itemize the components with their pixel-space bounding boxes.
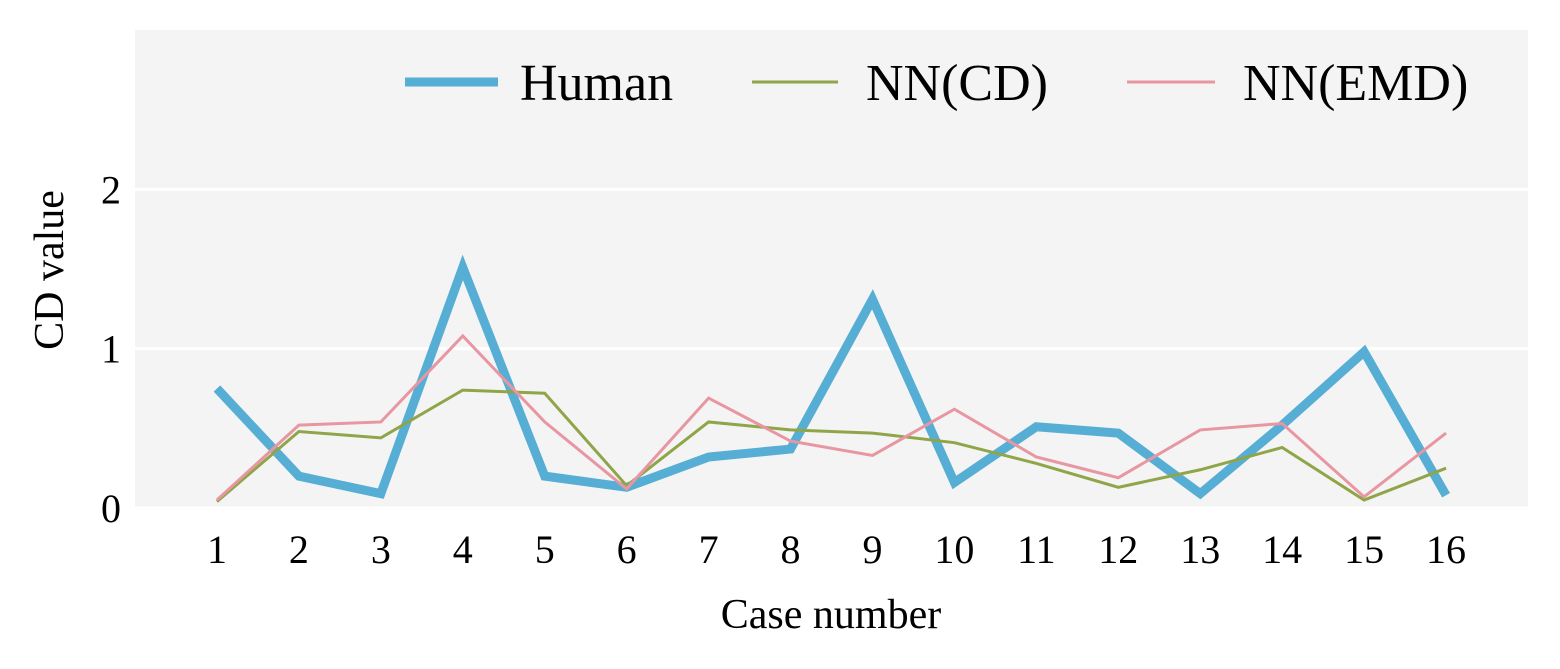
x-tick-label: 11 <box>1017 527 1056 572</box>
x-tick-label: 7 <box>699 527 719 572</box>
x-tick-label: 4 <box>453 527 473 572</box>
plot-background <box>135 30 1528 508</box>
series-lines <box>213 254 1450 503</box>
x-tick-label: 14 <box>1262 527 1302 572</box>
x-tick-label: 16 <box>1426 527 1466 572</box>
y-tick-label: 1 <box>101 327 121 372</box>
gridlines <box>135 187 1528 510</box>
y-axis-title: CD value <box>27 190 73 350</box>
x-axis-title: Case number <box>721 592 941 638</box>
x-tick-label: 10 <box>934 527 974 572</box>
x-tick-label: 13 <box>1180 527 1220 572</box>
legend: Human NN(CD) NN(EMD) <box>405 55 1468 112</box>
y-tick-label: 2 <box>101 167 121 212</box>
x-tick-label: 3 <box>371 527 391 572</box>
x-tick-label: 15 <box>1344 527 1384 572</box>
x-tick-label: 6 <box>617 527 637 572</box>
x-tick-label: 2 <box>289 527 309 572</box>
series-line-nn-cd <box>215 388 1447 503</box>
legend-label: NN(CD) <box>866 55 1048 112</box>
x-tick-label: 12 <box>1098 527 1138 572</box>
y-tick-label: 0 <box>101 486 121 531</box>
x-tick-label: 8 <box>781 527 801 572</box>
y-tick-labels: 0 1 2 <box>101 167 121 531</box>
x-tick-labels: 1 2 3 4 5 6 7 8 9 10 11 12 13 14 15 16 <box>207 527 1466 572</box>
legend-label: Human <box>520 55 673 112</box>
x-tick-label: 5 <box>535 527 555 572</box>
x-tick-label: 1 <box>207 527 227 572</box>
legend-label: NN(EMD) <box>1243 55 1468 112</box>
x-tick-label: 9 <box>862 527 882 572</box>
series-line-nn-emd <box>215 333 1447 502</box>
